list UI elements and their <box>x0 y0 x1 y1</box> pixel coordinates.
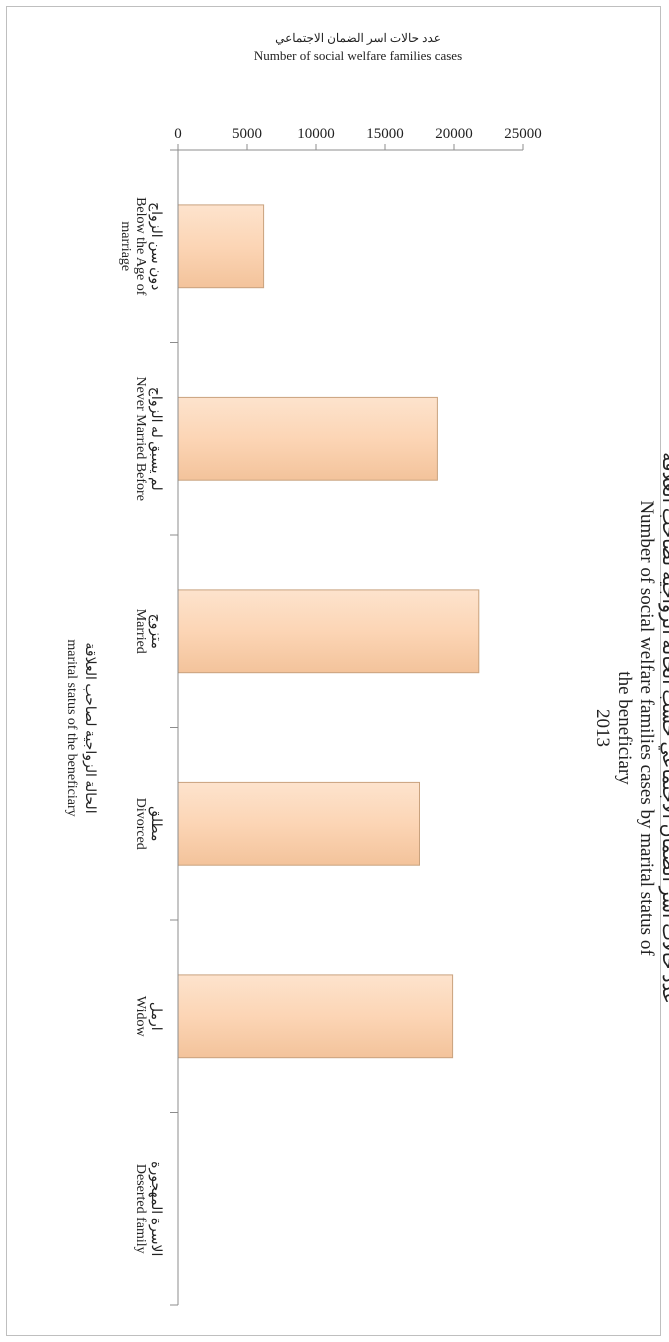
y-axis-title-ar: عدد حالات اسر الضمان الاجتماعي <box>275 31 441 45</box>
category-label-2-line-0: متزوج <box>148 614 163 649</box>
bars-group <box>177 204 480 1059</box>
category-label-5-line-0: الاسرة المهجورة <box>148 1161 163 1256</box>
bar-3 <box>177 781 420 866</box>
category-label-0-line-0: دون سن الزواج <box>148 202 163 290</box>
category-label-0-line-1: Below the Age of <box>133 197 148 296</box>
category-label-3: مطلقDivorced <box>133 798 163 850</box>
category-label-4-line-0: ارمل <box>148 1002 163 1031</box>
bar-2 <box>177 589 480 674</box>
bar-4 <box>177 974 454 1059</box>
category-label-3-line-1: Divorced <box>133 798 148 850</box>
y-tick-label-2: 10000 <box>297 126 335 142</box>
y-tick-labels: 0 5000 10000 15000 20000 25000 <box>174 126 542 142</box>
y-axis-title-en: Number of social welfare families cases <box>254 48 462 63</box>
x-axis-title-en: marital status of the beneficiary <box>64 639 79 816</box>
y-tick-label-4: 20000 <box>435 126 473 142</box>
category-label-2: متزوجMarried <box>133 609 163 654</box>
y-tick-label-1: 5000 <box>232 126 262 142</box>
category-labels: دون سن الزواجBelow the Age ofmarriage لم … <box>118 197 163 1256</box>
category-label-1: لم يسبق له الزواجNever Married Before <box>133 377 163 501</box>
x-tick-marks <box>170 149 178 1306</box>
category-label-1-line-0: لم يسبق له الزواج <box>148 387 163 491</box>
category-label-4-line-1: Widow <box>133 996 148 1038</box>
category-label-1-line-1: Never Married Before <box>133 377 148 501</box>
chart-title-en-line2: the beneficiary <box>614 671 635 785</box>
y-tick-label-0: 0 <box>174 126 182 142</box>
category-label-0: دون سن الزواجBelow the Age ofmarriage <box>118 197 163 296</box>
x-axis-title-ar: الحالة الزواجية لصاحب العلاقة <box>82 642 97 813</box>
bar-1 <box>177 396 438 481</box>
category-label-5-line-1: Deserted family <box>133 1164 148 1254</box>
plot-area: 0 5000 10000 15000 20000 25000 دون سن الزواجB… <box>64 31 669 1306</box>
bar-0 <box>177 204 265 289</box>
category-label-4: ارملWidow <box>133 996 163 1038</box>
category-label-0-line-2: marriage <box>118 221 133 271</box>
chart-title-ar: عدد حالات اسر الضمان الاجتماعي حسب الحال… <box>658 452 669 1004</box>
category-label-5: الاسرة المهجورةDeserted family <box>133 1161 163 1256</box>
y-tick-label-3: 15000 <box>366 126 404 142</box>
chart-title-year: 2013 <box>592 709 613 747</box>
chart-title-en-line1: Number of social welfare families cases … <box>636 500 657 956</box>
category-label-2-line-1: Married <box>133 609 148 654</box>
category-label-3-line-0: مطلق <box>148 806 163 841</box>
y-tick-label-5: 25000 <box>504 126 542 142</box>
titles-group: عدد حالات اسر الضمان الاجتماعي حسب الحال… <box>64 31 669 1004</box>
y-tick-marks <box>177 144 524 150</box>
